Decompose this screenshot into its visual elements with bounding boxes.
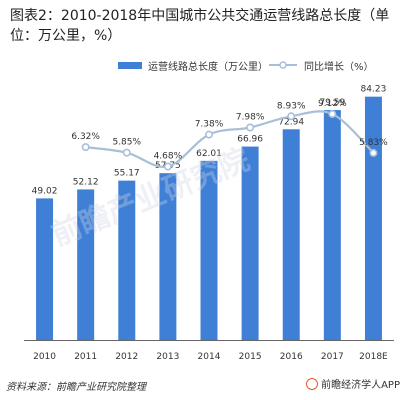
source-note: 资料来源：前瞻产业研究院整理 xyxy=(6,382,146,393)
x-tick-label-2011: 2011 xyxy=(74,352,97,362)
bar-2016 xyxy=(282,129,300,340)
legend-line-swatch xyxy=(269,61,297,69)
growth-label-2012: 5.85% xyxy=(112,138,141,148)
chart-title: 图表2：2010-2018年中国城市公共交通运营线路总长度（单位：万公里，%） xyxy=(10,8,390,44)
legend-bar-swatch xyxy=(118,62,142,69)
growth-label-2015: 7.98% xyxy=(236,113,265,123)
brand-label: 前瞻经济学人APP xyxy=(321,380,400,391)
growth-point-2015 xyxy=(246,123,255,132)
bar-value-label-2011: 52.12 xyxy=(73,177,99,187)
bar-2011 xyxy=(77,189,95,340)
bar-value-label-2015: 66.96 xyxy=(237,135,263,145)
x-tick-label-2010: 2010 xyxy=(33,352,56,362)
bar-2014 xyxy=(200,160,218,340)
growth-label-2016: 8.93% xyxy=(277,101,306,111)
bar-value-label-2018E: 84.23 xyxy=(361,85,387,95)
x-tick-label-2012: 2012 xyxy=(115,352,138,362)
bar-2010 xyxy=(36,198,54,340)
x-tick-label-2018E: 2018E xyxy=(359,352,388,362)
bar-value-label-2012: 55.17 xyxy=(114,169,140,179)
growth-point-2016 xyxy=(287,112,296,121)
bar-value-label-2014: 62.01 xyxy=(196,149,222,159)
brand-logo-icon xyxy=(306,378,319,390)
growth-label-2018E: 5.83% xyxy=(359,138,388,148)
bar-2017 xyxy=(323,110,341,340)
bar-2013 xyxy=(159,173,177,340)
growth-point-2012 xyxy=(122,148,131,157)
bar-2012 xyxy=(118,180,136,340)
legend-line-label: 同比增长（%） xyxy=(304,62,374,73)
bar-value-label-2016: 72.94 xyxy=(278,117,304,127)
bar-value-label-2010: 49.02 xyxy=(32,186,58,196)
growth-point-2013 xyxy=(163,162,172,171)
growth-label-2014: 7.38% xyxy=(195,120,224,130)
x-tick-label-2013: 2013 xyxy=(156,352,179,362)
legend-bar-label: 运营线路总长度（万公里） xyxy=(148,62,268,73)
bar-value-label-2017: 79.59 xyxy=(319,98,345,108)
x-tick-label-2017: 2017 xyxy=(321,352,344,362)
x-tick-label-2015: 2015 xyxy=(239,352,262,362)
growth-label-2011: 6.32% xyxy=(71,132,100,142)
growth-point-2018E xyxy=(369,148,378,157)
x-tick-label-2016: 2016 xyxy=(280,352,303,362)
growth-label-2013: 4.68% xyxy=(154,152,183,162)
x-tick-label-2014: 2014 xyxy=(198,352,221,362)
growth-point-2017 xyxy=(328,110,337,119)
brand-credit: 前瞻经济学人APP xyxy=(306,376,400,391)
growth-point-2014 xyxy=(205,130,214,139)
growth-label-2017: 9.12% xyxy=(318,99,347,109)
growth-point-2011 xyxy=(81,143,90,152)
bar-2018E xyxy=(364,96,382,341)
bar-2015 xyxy=(241,146,259,340)
